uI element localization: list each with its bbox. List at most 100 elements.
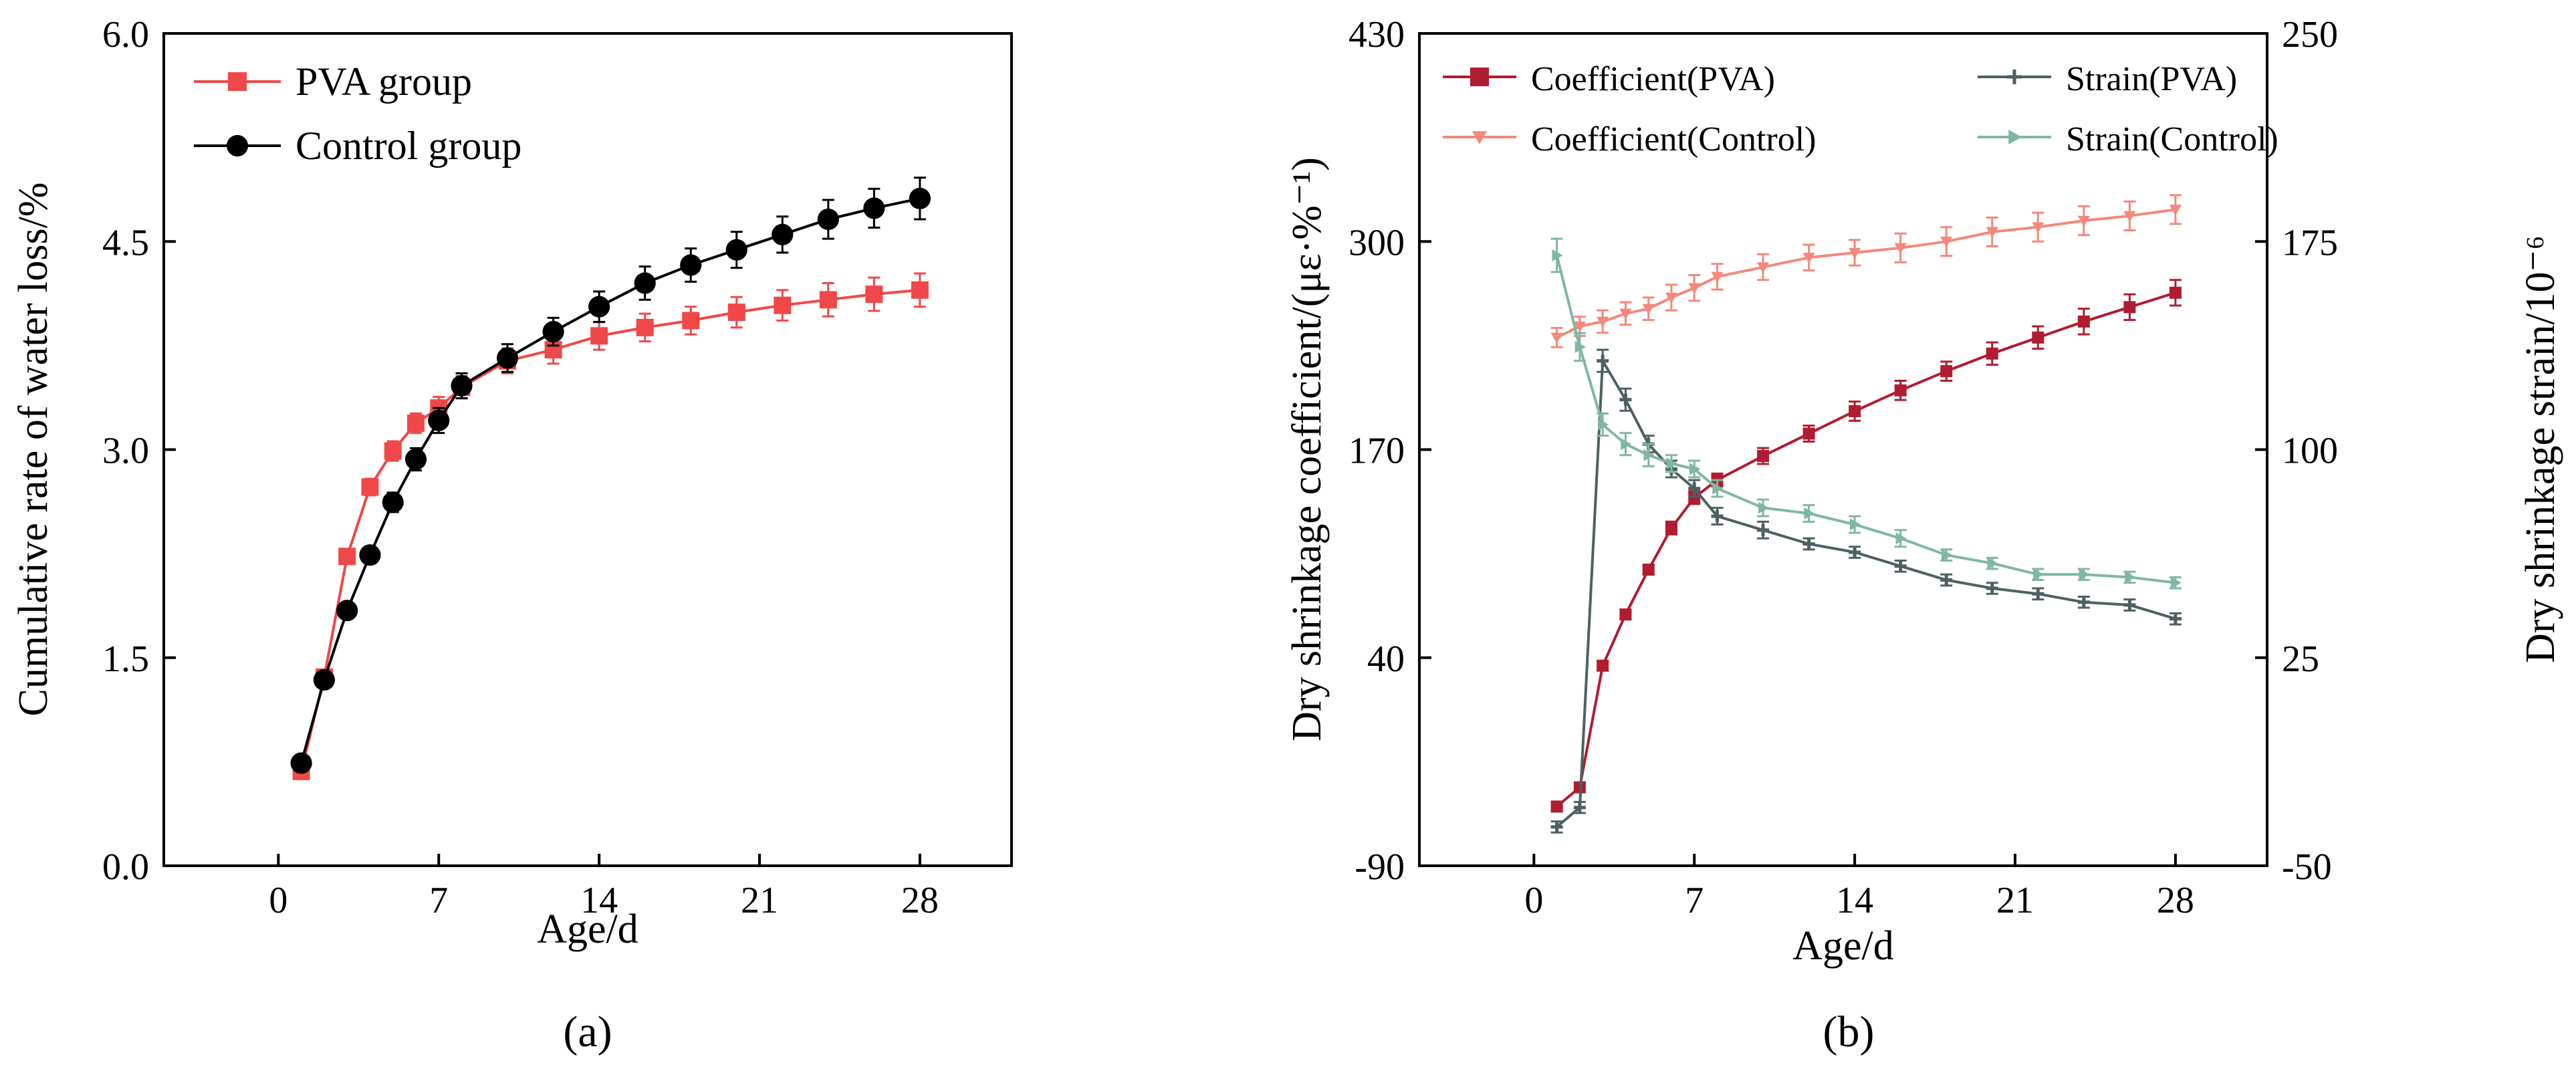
data-point-control-group (588, 295, 610, 318)
data-point-coefficient-pva (2032, 331, 2044, 344)
data-point-strain-control (1597, 419, 1609, 431)
data-point-strain-control (1849, 518, 1861, 531)
data-point-control-group (428, 409, 450, 432)
data-point-strain-control (1895, 532, 1907, 545)
data-point-strain-pva (1986, 582, 1998, 594)
data-point-pva-group (819, 291, 837, 309)
panel-b-x-tick-label: 21 (1996, 880, 2034, 921)
panel-b-x-tick-label: 14 (1836, 880, 1873, 921)
data-point-coefficient-control (1550, 332, 1563, 344)
data-point-control-group (336, 600, 358, 622)
data-point-strain-control (1666, 457, 1677, 470)
series-line-pva-group (300, 288, 921, 772)
panel-a-series (290, 176, 931, 780)
panel-b-right-axis-label: Dry shrinkage strain/10⁻⁶ (2518, 235, 2563, 663)
panel-b-y-tick-label: -90 (1355, 846, 1405, 888)
data-point-strain-pva (1711, 510, 1724, 523)
data-point-coefficient-pva (1619, 608, 1632, 621)
panel-a-x-tick-label: 14 (580, 880, 618, 921)
panel-b-left-axis-label: Dry shrinkage coefficient/(με·%⁻¹) (1284, 157, 1330, 741)
panel-b-y2-tick-label: 175 (2282, 222, 2338, 263)
series-strain-control (1550, 237, 2182, 590)
data-point-coefficient-control (1849, 247, 1861, 259)
panel-a-y-tick-label: 0.0 (102, 846, 149, 888)
data-point-pva-group (911, 281, 929, 299)
data-point-strain-control (1804, 507, 1815, 519)
data-point-coefficient-control (1597, 316, 1609, 328)
data-point-strain-pva (1619, 393, 1632, 406)
legend-marker-strain-pva (2007, 70, 2022, 84)
panel-a-label: (a) (563, 1007, 612, 1056)
data-point-coefficient-pva (1597, 659, 1609, 672)
data-point-strain-control (2125, 571, 2136, 584)
data-point-coefficient-pva (1665, 521, 1677, 534)
data-point-coefficient-control (1894, 243, 1907, 254)
data-point-strain-control (2033, 568, 2044, 581)
data-point-control-group (451, 374, 473, 397)
panel-b-ticks: 0 7 14 21 28 -90 40 170 300 430 -50 25 100 175 250 (1349, 14, 2338, 921)
panel-b-y-tick-label: 170 (1349, 431, 1405, 472)
data-point-control-group (290, 752, 312, 774)
panel-a: 0 7 14 21 28 0.0 1.5 3.0 4.5 6.0 PVA group Control… (11, 14, 1013, 1056)
panel-a-y-tick-label: 6.0 (102, 14, 149, 55)
panel-a-y-tick-label: 1.5 (102, 638, 149, 680)
legend-item-coefficient-control: Coefficient(Control) (1443, 120, 1817, 158)
legend-item-coefficient-pva: Coefficient(PVA) (1443, 60, 1775, 98)
legend-item-strain-control: Strain(Control) (1978, 120, 2278, 158)
panel-a-x-tick-label: 21 (741, 880, 778, 921)
panel-a-x-tick-label: 28 (901, 880, 939, 921)
data-point-control-group (404, 448, 427, 471)
series-control-group (290, 176, 931, 774)
data-point-strain-control (1621, 438, 1632, 451)
data-point-pva-group (865, 285, 883, 304)
data-point-pva-group (727, 304, 745, 322)
legend-label-coefficient-control: Coefficient(Control) (1531, 120, 1817, 158)
data-point-coefficient-pva (1550, 800, 1563, 813)
panel-b-x-tick-label: 28 (2157, 880, 2194, 921)
panel-b: 0 7 14 21 28 -90 40 170 300 430 -50 25 100 175 250 Coe… (1284, 14, 2563, 1056)
data-point-control-group (680, 254, 702, 276)
data-point-coefficient-control (1940, 237, 1953, 248)
legend-label-strain-pva: Strain(PVA) (2066, 60, 2237, 98)
panel-a-y-tick-label: 3.0 (102, 431, 149, 472)
data-point-strain-control (2079, 568, 2090, 581)
data-point-coefficient-control (2077, 215, 2090, 227)
data-point-coefficient-control (1757, 262, 1770, 273)
data-point-strain-pva (1688, 482, 1701, 495)
data-point-pva-group (774, 296, 792, 314)
panel-a-x-tick-label: 0 (269, 880, 287, 921)
data-point-pva-group (636, 318, 654, 336)
data-point-control-group (496, 347, 519, 369)
panel-b-y2-tick-label: 250 (2282, 14, 2338, 55)
legend-label-pva-group: PVA group (296, 60, 472, 104)
data-point-pva-group (338, 548, 356, 566)
data-point-strain-pva (2077, 596, 2090, 608)
legend-item-control-group: Control group (194, 124, 521, 168)
data-point-strain-control (1574, 340, 1586, 353)
data-point-coefficient-pva (1642, 564, 1655, 576)
panel-a-plot-frame (162, 32, 1013, 867)
series-line-strain-pva (1556, 356, 2176, 828)
data-point-control-group (909, 187, 931, 210)
legend-marker-control-group (226, 134, 249, 157)
series-line-coefficient-control (1556, 208, 2176, 339)
panel-b-y-tick-label: 430 (1349, 14, 1405, 55)
data-point-coefficient-control (1688, 283, 1701, 294)
data-point-control-group (725, 239, 747, 261)
data-point-strain-pva (1849, 546, 1861, 559)
series-strain-pva (1550, 348, 2182, 834)
series-pva-group (292, 272, 929, 780)
panel-b-y2-tick-label: 25 (2282, 638, 2319, 680)
legend-marker-coefficient-pva (1470, 68, 1489, 86)
legend-marker-pva-group (228, 72, 247, 91)
data-point-control-group (382, 491, 404, 513)
legend-marker-coefficient-control (1472, 131, 1487, 144)
data-point-control-group (313, 669, 335, 691)
data-point-coefficient-control (2123, 211, 2136, 222)
data-point-coefficient-control (1619, 308, 1632, 320)
data-point-coefficient-pva (1802, 427, 1815, 440)
data-point-strain-pva (2123, 598, 2136, 611)
data-point-coefficient-control (1711, 271, 1724, 283)
legend-label-strain-control: Strain(Control) (2066, 120, 2278, 158)
data-point-strain-control (1712, 482, 1724, 495)
